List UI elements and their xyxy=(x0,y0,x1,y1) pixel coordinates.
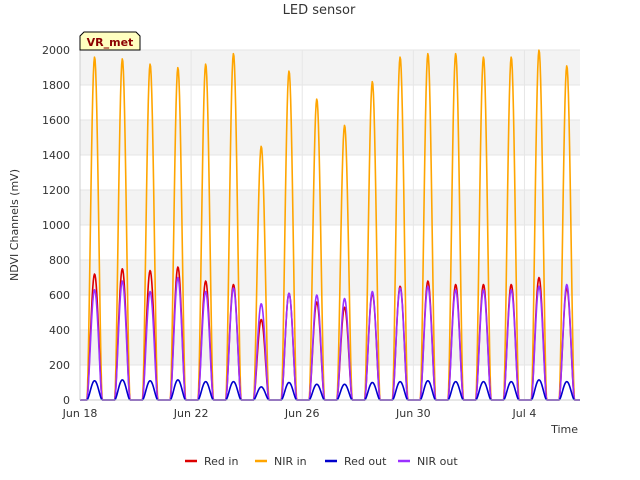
grid-band xyxy=(80,365,580,400)
grid-band xyxy=(80,155,580,190)
legend-label: NIR out xyxy=(417,455,458,468)
y-tick-label: 600 xyxy=(49,289,70,302)
legend-label: NIR in xyxy=(274,455,307,468)
y-tick-label: 1000 xyxy=(42,219,70,232)
axes xyxy=(79,50,580,401)
y-tick-label: 1800 xyxy=(42,79,70,92)
y-tick-label: 200 xyxy=(49,359,70,372)
x-tick-label: Jun 22 xyxy=(173,407,209,420)
y-tick-label: 0 xyxy=(63,394,70,407)
y-tick-label: 1600 xyxy=(42,114,70,127)
y-tick-labels: 0 200 400 600 800 1000 1200 1400 1600 1800 2000 xyxy=(42,44,70,407)
legend-item-nir-out: NIR out xyxy=(398,455,458,468)
y-tick-label: 400 xyxy=(49,324,70,337)
legend-item-nir-in: NIR in xyxy=(255,455,307,468)
grid-band xyxy=(80,225,580,260)
grid-band xyxy=(80,295,580,330)
grid-band xyxy=(80,330,580,365)
legend-label: Red out xyxy=(344,455,387,468)
x-tick-label: Jun 26 xyxy=(284,407,320,420)
x-tick-label: Jul 4 xyxy=(512,407,537,420)
legend-item-red-out: Red out xyxy=(325,455,387,468)
y-tick-label: 800 xyxy=(49,254,70,267)
station-badge: VR_met xyxy=(79,31,141,51)
x-tick-label: Jun 30 xyxy=(395,407,431,420)
badge-label: VR_met xyxy=(87,36,134,49)
grid-band xyxy=(80,85,580,120)
y-tick-label: 2000 xyxy=(42,44,70,57)
x-tick-label: Jun 18 xyxy=(62,407,98,420)
legend-item-red-in: Red in xyxy=(185,455,238,468)
grid-band xyxy=(80,190,580,225)
grid-band xyxy=(80,260,580,295)
y-tick-label: 1200 xyxy=(42,184,70,197)
x-tick-labels: Jun 18 Jun 22 Jun 26 Jun 30 Jul 4 xyxy=(62,407,537,420)
legend-label: Red in xyxy=(204,455,238,468)
grid-bands xyxy=(80,50,580,400)
chart-title: LED sensor xyxy=(283,3,356,18)
y-axis-label: NDVI Channels (mV) xyxy=(8,169,21,281)
badge-shape xyxy=(79,31,141,51)
grid-band xyxy=(80,50,580,85)
x-axis-label: Time xyxy=(550,423,578,436)
legend: Red in NIR in Red out NIR out xyxy=(185,455,458,468)
grid-band xyxy=(80,120,580,155)
y-tick-label: 1400 xyxy=(42,149,70,162)
